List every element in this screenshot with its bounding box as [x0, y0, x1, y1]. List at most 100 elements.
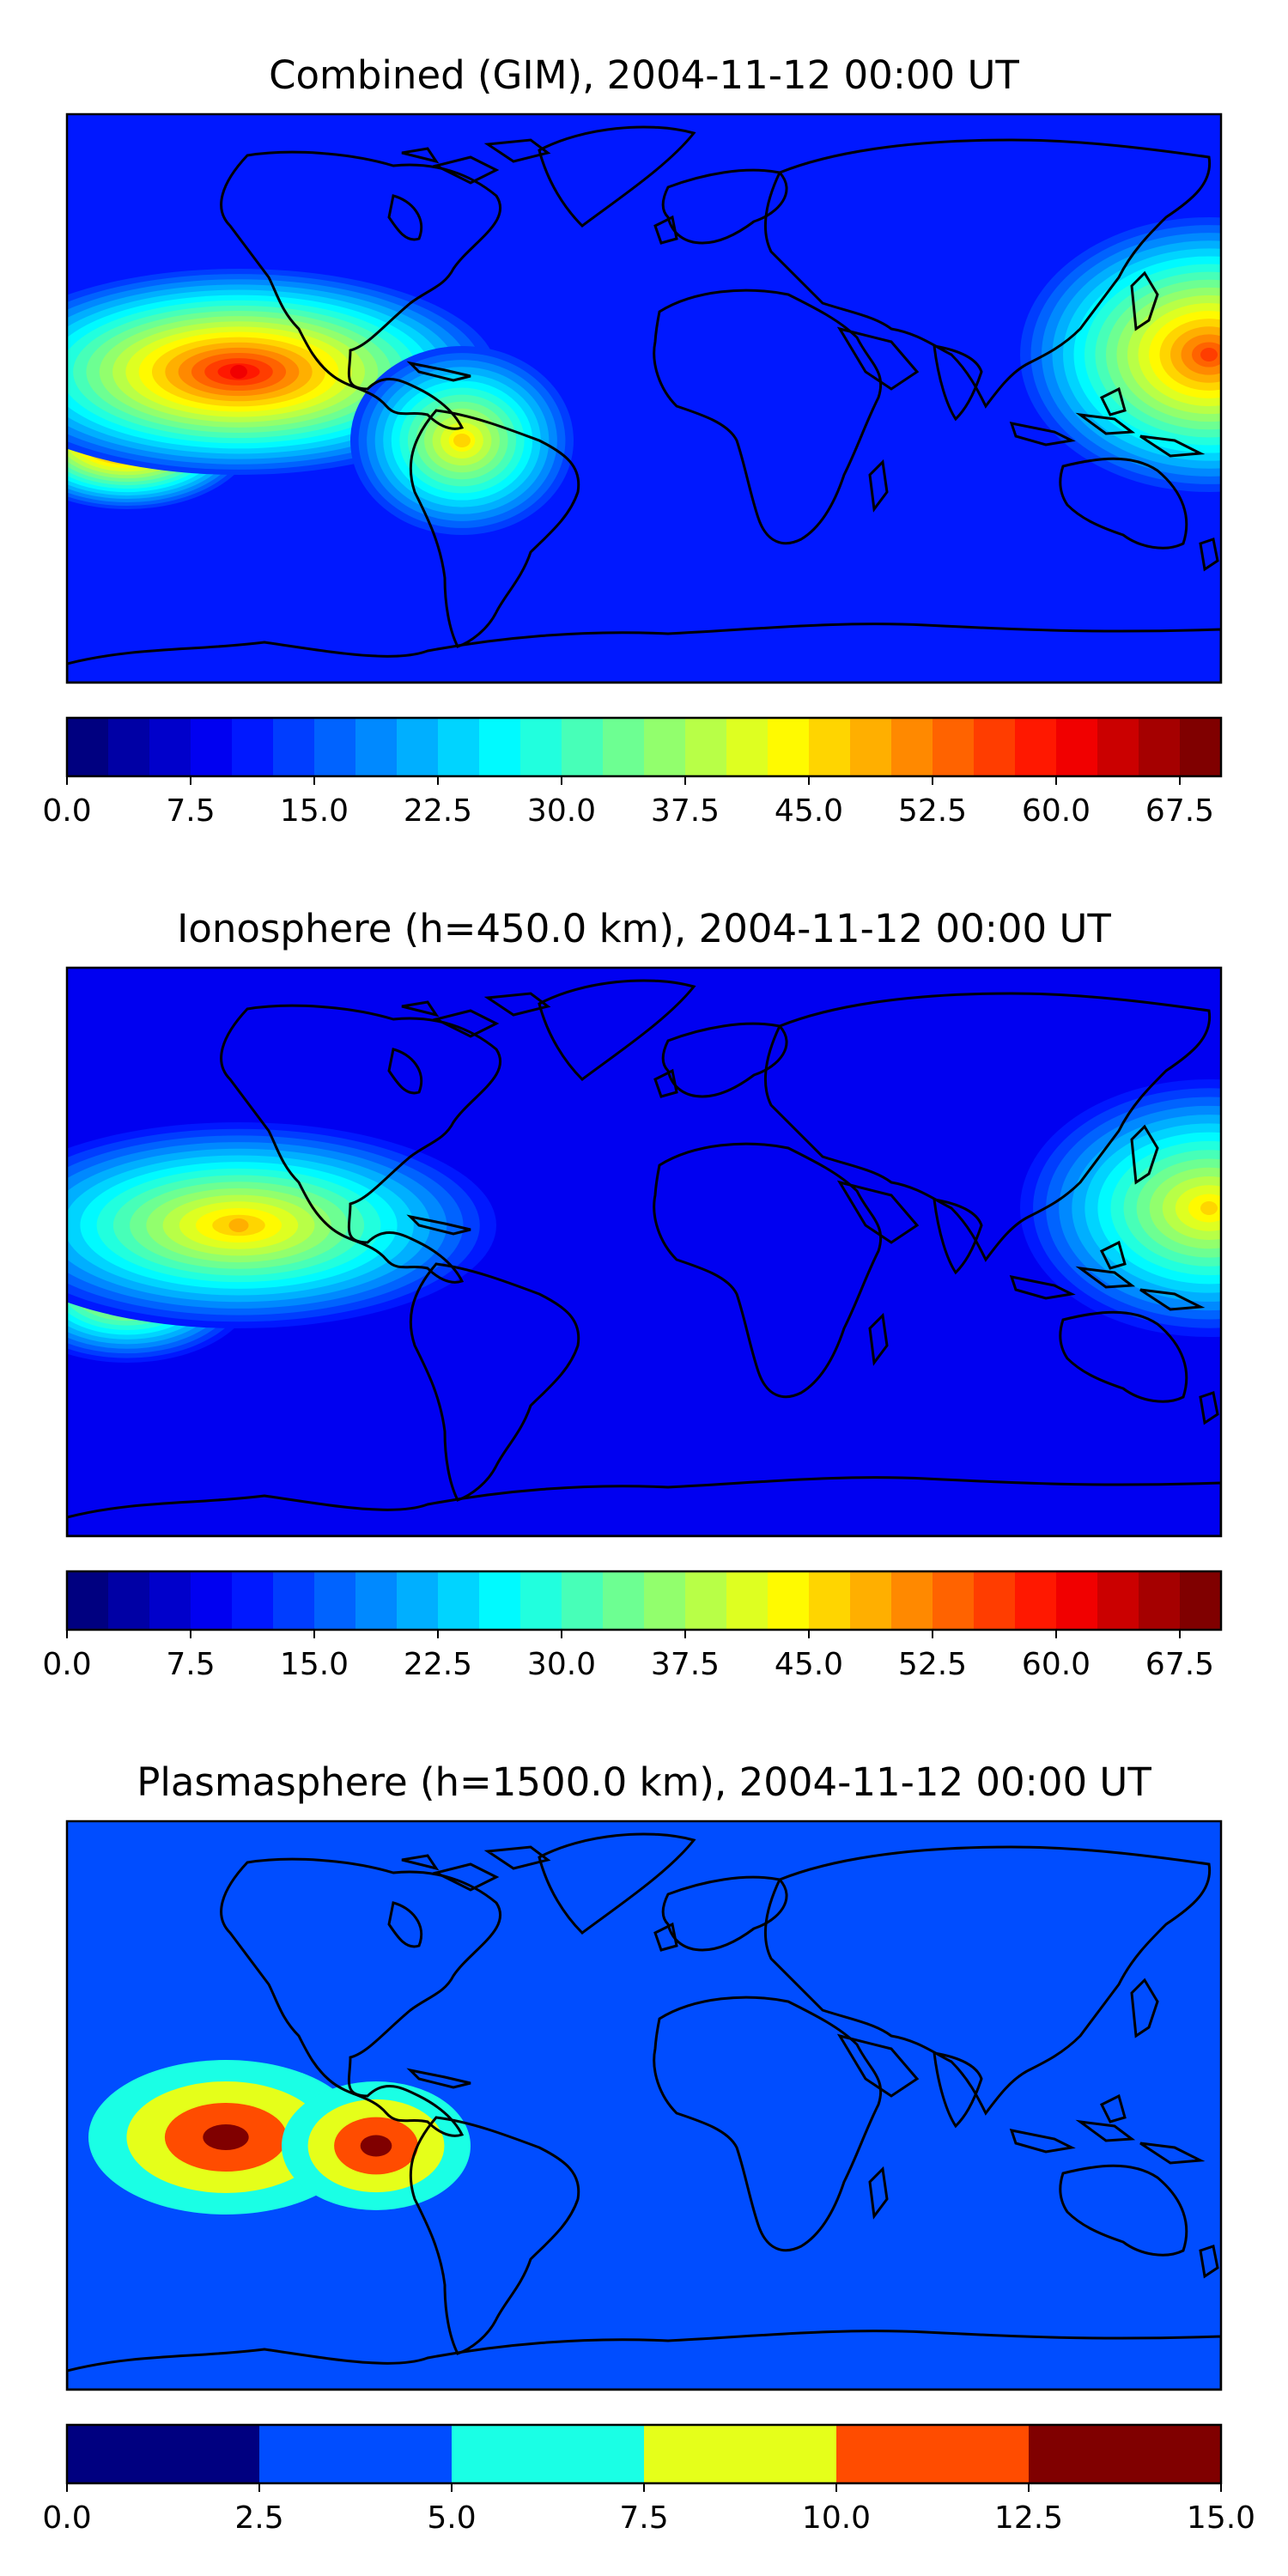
- colorbar-segment: [149, 1571, 191, 1630]
- colorbar-segment: [355, 1571, 398, 1630]
- colorbar-segment: [67, 2425, 260, 2483]
- colorbar-segment: [108, 718, 150, 776]
- colorbar-tick-label: 45.0: [775, 793, 843, 829]
- colorbar-segment: [520, 1571, 562, 1630]
- contour-level: [360, 2135, 392, 2157]
- colorbar-segment: [891, 1571, 933, 1630]
- colorbar-tick-label: 7.5: [166, 1647, 215, 1682]
- colorbar-segment: [836, 2425, 1030, 2483]
- colorbar-tick-label: 0.0: [42, 793, 91, 829]
- colorbar-segment: [191, 1571, 233, 1630]
- colorbar-tick-label: 52.5: [898, 1647, 967, 1682]
- colorbar-segment: [1180, 718, 1222, 776]
- colorbar-frame: [65, 1570, 1223, 1631]
- colorbar-segment: [850, 718, 892, 776]
- colorbar-segment: [768, 1571, 810, 1630]
- colorbar-segment: [644, 718, 686, 776]
- colorbar: 0.0 7.5 15.0 22.5 30.0 37.5 45.0 52.5 60.0 67.5: [42, 1570, 1223, 1682]
- colorbar-segment: [809, 1571, 851, 1630]
- colorbar-segment: [191, 718, 233, 776]
- chart-title: Ionosphere (h=450.0 km), 2004-11-12 00:0…: [177, 906, 1111, 951]
- colorbar-tick-label: 37.5: [651, 793, 720, 829]
- contour-field: [88, 2060, 471, 2215]
- colorbar: 0.0 7.5 15.0 22.5 30.0 37.5 45.0 52.5 60.0 67.5: [42, 716, 1223, 829]
- colorbar-segment: [974, 1571, 1016, 1630]
- colorbar-tick-label: 7.5: [166, 793, 215, 829]
- chart-title: Combined (GIM), 2004-11-12 00:00 UT: [269, 52, 1019, 98]
- colorbar-segment: [1139, 1571, 1181, 1630]
- contour-level: [203, 2124, 249, 2150]
- colorbar-segment: [726, 1571, 769, 1630]
- colorbar-tick-label: 60.0: [1022, 793, 1091, 829]
- map-area: [65, 112, 1223, 684]
- colorbar-tick-label: 7.5: [619, 2500, 668, 2536]
- colorbar-segment: [768, 718, 810, 776]
- colorbar-tick-label: 2.5: [234, 2500, 283, 2536]
- colorbar-segment: [685, 718, 727, 776]
- colorbar-tick-label: 15.0: [280, 1647, 349, 1682]
- maximum-region: [67, 269, 496, 475]
- colorbar-segment: [67, 1571, 109, 1630]
- colorbar-segment: [1015, 718, 1057, 776]
- colorbar-segment: [933, 718, 975, 776]
- colorbar-segment: [562, 1571, 604, 1630]
- colorbar-tick-label: 22.5: [404, 793, 472, 829]
- colorbar-segment: [1180, 1571, 1222, 1630]
- colorbar-segment: [1097, 1571, 1139, 1630]
- colorbar-segment: [685, 1571, 727, 1630]
- contour-level: [1200, 1201, 1218, 1215]
- colorbar-segment: [1029, 2425, 1222, 2483]
- colorbar-segment: [314, 718, 356, 776]
- colorbar-tick-label: 0.0: [42, 2500, 91, 2536]
- chart-title: Plasmasphere (h=1500.0 km), 2004-11-12 0…: [137, 1759, 1151, 1805]
- colorbar-segment: [603, 1571, 645, 1630]
- colorbar-segment: [438, 718, 480, 776]
- colorbar-segment: [850, 1571, 892, 1630]
- colorbar-segment: [1056, 718, 1098, 776]
- colorbar-frame: [65, 716, 1223, 778]
- colorbar-tick-label: 5.0: [427, 2500, 476, 2536]
- colorbar-tick-label: 60.0: [1022, 1647, 1091, 1682]
- maximum-region: [282, 2081, 471, 2210]
- map-area: [65, 1820, 1223, 2391]
- map-frame: [65, 112, 1223, 684]
- contour-level: [1200, 348, 1218, 361]
- colorbar-tick-label: 52.5: [898, 793, 967, 829]
- colorbar-segment: [891, 718, 933, 776]
- colorbar-segment: [1097, 718, 1139, 776]
- colorbar: 0.0 2.5 5.0 7.5 10.0 12.5 15.0: [42, 2423, 1255, 2536]
- colorbar-tick-label: 30.0: [527, 793, 596, 829]
- colorbar-segment: [273, 1571, 315, 1630]
- contour-level: [228, 1218, 249, 1232]
- colorbar-segment: [644, 1571, 686, 1630]
- colorbar-segment: [232, 718, 274, 776]
- maximum-region: [350, 346, 574, 535]
- contour-field: [67, 1079, 1221, 1363]
- contour-level: [230, 365, 247, 379]
- colorbar-segment: [438, 1571, 480, 1630]
- colorbar-segment: [974, 718, 1016, 776]
- colorbar-segment: [562, 718, 604, 776]
- colorbar-segment: [232, 1571, 274, 1630]
- colorbar-tick-label: 30.0: [527, 1647, 596, 1682]
- colorbar-segment: [1139, 718, 1181, 776]
- colorbar-tick-label: 10.0: [802, 2500, 871, 2536]
- colorbar-segment: [726, 718, 769, 776]
- combined-panel: Combined (GIM), 2004-11-12 00:00 UT 0.0 7…: [42, 52, 1223, 829]
- plasmasphere-panel: Plasmasphere (h=1500.0 km), 2004-11-12 0…: [42, 1759, 1255, 2536]
- colorbar-tick-label: 67.5: [1145, 1647, 1214, 1682]
- colorbar-tick-label: 67.5: [1145, 793, 1214, 829]
- contour-field: [67, 217, 1221, 535]
- colorbar-tick-label: 37.5: [651, 1647, 720, 1682]
- maximum-region: [67, 1122, 496, 1328]
- colorbar-segment: [149, 718, 191, 776]
- colorbar-segment: [933, 1571, 975, 1630]
- contour-level: [453, 434, 471, 447]
- colorbar-segment: [520, 718, 562, 776]
- colorbar-segment: [355, 718, 398, 776]
- colorbar-segment: [314, 1571, 356, 1630]
- colorbar-tick-label: 12.5: [994, 2500, 1063, 2536]
- colorbar-tick-label: 0.0: [42, 1647, 91, 1682]
- colorbar-tick-label: 22.5: [404, 1647, 472, 1682]
- colorbar-segment: [479, 718, 521, 776]
